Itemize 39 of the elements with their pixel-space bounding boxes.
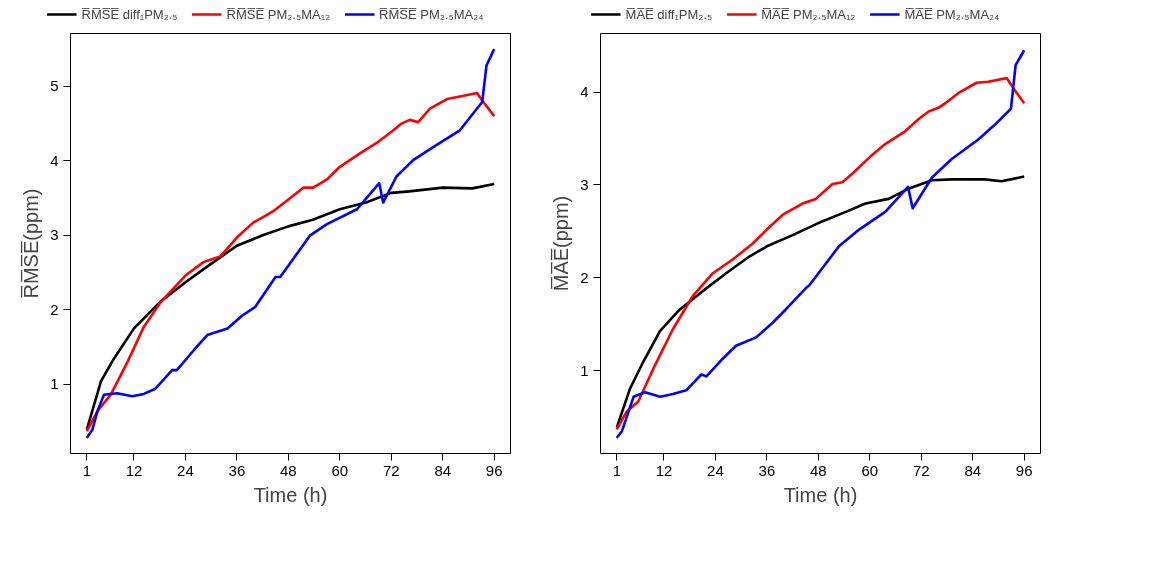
x-tick-label: 48 xyxy=(810,461,827,479)
x-tick-label: 84 xyxy=(434,461,452,479)
y-tick-label: 2 xyxy=(50,300,59,318)
x-tick-label: 96 xyxy=(485,461,503,479)
legend-label: R̅M̅S̅E̅ diff₁PM₂.₅ xyxy=(81,6,178,22)
y-tick-label: 4 xyxy=(50,151,59,169)
x-axis-title: Time (h) xyxy=(253,483,328,506)
y-tick-label: 1 xyxy=(580,361,589,379)
y-axis-title: M̅A̅E̅(ppm) xyxy=(550,195,573,292)
x-tick-label: 60 xyxy=(861,461,879,479)
y-tick-label: 3 xyxy=(50,226,59,244)
y-tick-label: 5 xyxy=(50,77,59,95)
x-tick-label: 24 xyxy=(177,461,194,479)
x-tick-label: 36 xyxy=(228,461,246,479)
x-tick-label: 84 xyxy=(964,461,982,479)
y-tick-label: 3 xyxy=(580,175,589,193)
x-tick-label: 48 xyxy=(280,461,297,479)
legend-label: R̅M̅S̅E̅ PM₂.₅MA₂₄ xyxy=(379,6,484,22)
x-tick-label: 60 xyxy=(331,461,349,479)
x-tick-label: 12 xyxy=(655,461,673,479)
x-axis-title: Time (h) xyxy=(783,483,858,506)
x-tick-label: 1 xyxy=(82,461,91,479)
legend-label: M̅A̅E̅ PM₂.₅MA₁₂ xyxy=(761,6,856,22)
legend-label: M̅A̅E̅ PM₂.₅MA₂₄ xyxy=(904,6,1000,22)
x-tick-label: 96 xyxy=(1015,461,1033,479)
x-tick-label: 72 xyxy=(912,461,930,479)
y-tick-label: 1 xyxy=(50,375,59,393)
legend-label: R̅M̅S̅E̅ PM₂.₅MA₁₂ xyxy=(226,6,331,22)
legend-label: M̅A̅E̅ diff₁PM₂.₅ xyxy=(625,6,713,22)
line-series xyxy=(615,175,1026,429)
x-tick-label: 1 xyxy=(612,461,621,479)
y-axis-title: R̅M̅S̅E̅(ppm) xyxy=(20,188,43,299)
y-tick-label: 4 xyxy=(580,83,589,101)
line-series xyxy=(85,182,496,431)
x-tick-label: 72 xyxy=(382,461,400,479)
y-tick-label: 2 xyxy=(580,268,589,286)
x-tick-label: 36 xyxy=(758,461,776,479)
x-tick-label: 12 xyxy=(125,461,143,479)
x-tick-label: 24 xyxy=(707,461,724,479)
